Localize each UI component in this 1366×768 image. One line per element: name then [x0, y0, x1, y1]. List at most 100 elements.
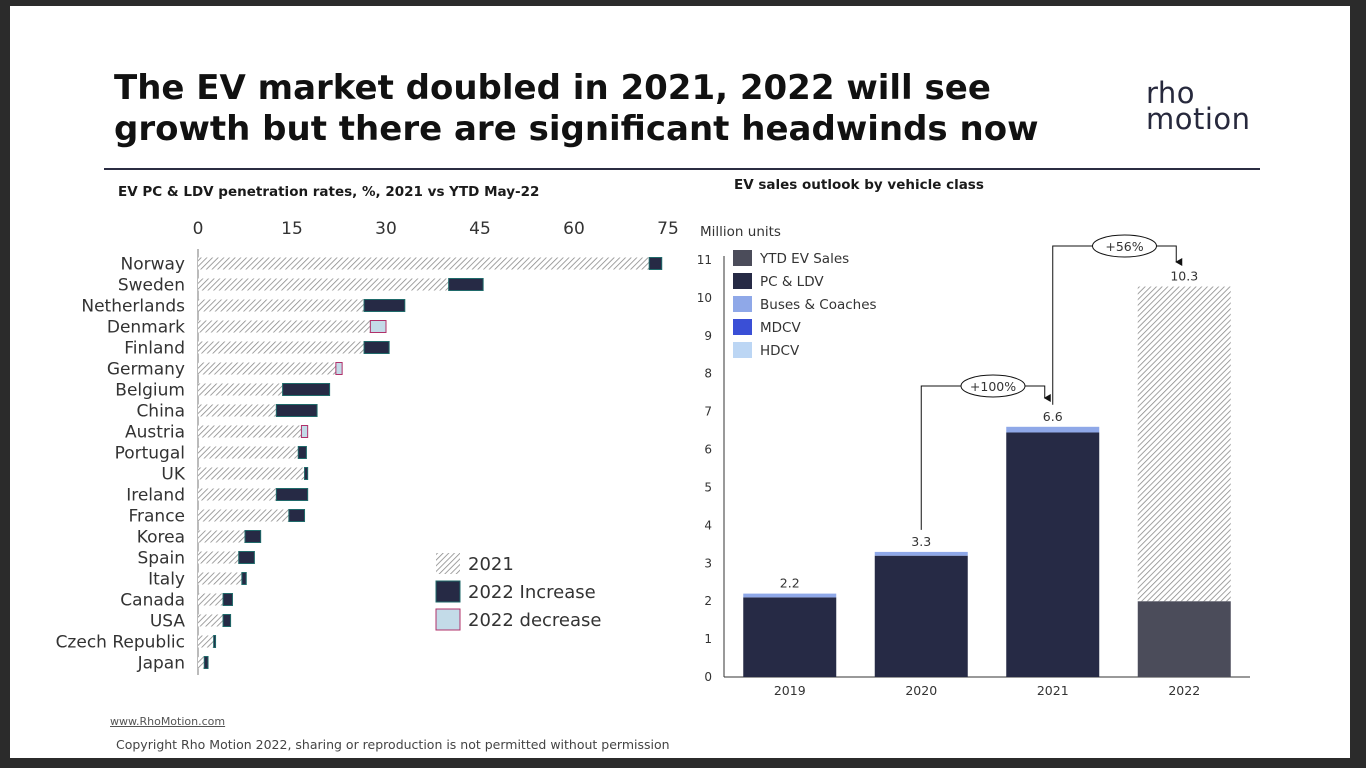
slide-title: The EV market doubled in 2021, 2022 will… — [114, 68, 1039, 149]
bar-segment-pc-ldv-2021 — [1006, 432, 1100, 677]
bar-2022-increase-spain — [238, 551, 255, 564]
bar-2021-czech-republic — [198, 635, 214, 648]
bar-2022-decrease-germany — [335, 362, 343, 375]
bar-2022-increase-netherlands — [363, 299, 406, 312]
bar-2022-increase-norway — [648, 257, 663, 270]
bar-2022-increase-usa — [222, 614, 232, 627]
bar-2021-finland — [198, 341, 365, 354]
bar-segment-buses-coaches-2020 — [874, 551, 968, 556]
total-label-2020: 3.3 — [911, 534, 931, 549]
total-label-2019: 2.2 — [780, 576, 800, 591]
bar-2021-ireland — [198, 488, 277, 501]
growth-bubble-100 — [960, 374, 1026, 398]
rho-motion-logo: rho motion — [1146, 79, 1251, 136]
bar-2022-increase-france — [288, 509, 306, 522]
category-label-canada: Canada — [120, 591, 185, 611]
x-tick-label-2022: 2022 — [1168, 683, 1200, 698]
growth-label-56: +56% — [1105, 239, 1143, 254]
category-label-uk: UK — [161, 465, 185, 485]
bar-2022-decrease-denmark — [369, 320, 387, 333]
legend-swatch-buses-coaches — [733, 296, 752, 312]
total-label-2021: 6.6 — [1043, 409, 1063, 424]
y-axis-title: Million units — [700, 224, 781, 240]
x-tick-label: 30 — [375, 219, 397, 239]
penetration-chart-title: EV PC & LDV penetration rates, %, 2021 v… — [118, 184, 540, 200]
bar-2022-increase-portugal — [297, 446, 307, 459]
bar-2022-increase-czech-republic — [213, 635, 217, 648]
legend-label-ytd-ev-sales: YTD EV Sales — [759, 251, 849, 267]
growth-label-100: +100% — [970, 379, 1016, 394]
bar-segment-ytd-ev-sales-2022 — [1137, 601, 1231, 677]
total-label-2022: 10.3 — [1170, 269, 1198, 284]
y-tick-label: 5 — [704, 480, 712, 494]
category-label-usa: USA — [150, 612, 186, 632]
footer-website-link[interactable]: www.RhoMotion.com — [110, 715, 226, 728]
category-label-netherlands: Netherlands — [81, 297, 185, 317]
x-tick-label-2019: 2019 — [774, 683, 806, 698]
bar-2021-portugal — [198, 446, 299, 459]
bar-2022-increase-china — [275, 404, 318, 417]
legend-swatch-hdcv — [733, 342, 752, 358]
legend-label-pc-ldv: PC & LDV — [760, 274, 824, 290]
category-label-czech-republic: Czech Republic — [56, 633, 185, 653]
x-tick-label: 60 — [563, 219, 585, 239]
y-tick-label: 4 — [704, 518, 712, 532]
bar-segment-pc-ldv-2019 — [743, 597, 837, 677]
legend-swatch-ytd-ev-sales — [733, 250, 752, 266]
bar-segment-outlook-2022 — [1137, 286, 1231, 602]
category-label-japan: Japan — [137, 654, 185, 674]
y-tick-label: 8 — [704, 367, 712, 381]
logo-line-2: motion — [1146, 102, 1251, 136]
bar-2022-increase-canada — [222, 593, 233, 606]
bar-2021-germany — [198, 362, 343, 375]
x-tick-label-2021: 2021 — [1037, 683, 1069, 698]
legend-swatch-2021 — [436, 553, 460, 574]
category-label-germany: Germany — [107, 360, 185, 380]
category-label-korea: Korea — [137, 528, 185, 548]
bar-2021-sweden — [198, 278, 449, 291]
footer-copyright: Copyright Rho Motion 2022, sharing or re… — [116, 737, 670, 752]
x-tick-label: 45 — [469, 219, 491, 239]
bar-2021-uk — [198, 467, 305, 480]
bar-2021-belgium — [198, 383, 283, 396]
y-tick-label: 11 — [697, 253, 712, 267]
legend-swatch-mdcv — [733, 319, 752, 335]
y-tick-label: 2 — [704, 594, 712, 608]
bar-segment-buses-coaches-2021 — [1006, 426, 1100, 433]
sales-outlook-chart: Million units 0 1 2 3 4 5 6 7 8 9 10 11 2.2 2019 3.3 202… — [697, 224, 1250, 698]
legend-label-mdcv: MDCV — [760, 320, 801, 336]
bar-2021-italy — [198, 572, 242, 585]
bar-2021-china — [198, 404, 277, 417]
category-label-finland: Finland — [124, 339, 185, 359]
x-tick-label: 0 — [193, 219, 204, 239]
y-tick-label: 1 — [704, 632, 712, 646]
x-tick-label-2020: 2020 — [905, 683, 937, 698]
category-label-austria: Austria — [125, 423, 185, 443]
bar-2021-canada — [198, 593, 224, 606]
category-label-sweden: Sweden — [118, 276, 185, 296]
legend-label-hdcv: HDCV — [760, 343, 800, 359]
category-label-france: France — [128, 507, 185, 527]
bar-2022-increase-uk — [304, 467, 309, 480]
bar-2021-norway — [198, 257, 650, 270]
legend-label-2021: 2021 — [468, 554, 514, 575]
bar-2021-france — [198, 509, 289, 522]
title-divider — [104, 168, 1260, 170]
category-label-ireland: Ireland — [126, 486, 185, 506]
bar-2021-usa — [198, 614, 224, 627]
category-label-portugal: Portugal — [115, 444, 185, 464]
bar-2021-japan — [198, 656, 205, 669]
category-label-denmark: Denmark — [107, 318, 185, 338]
x-tick-label: 75 — [657, 219, 679, 239]
category-label-spain: Spain — [138, 549, 186, 569]
y-tick-label: 6 — [704, 443, 712, 457]
y-tick-label: 7 — [704, 405, 712, 419]
bar-2021-korea — [198, 530, 245, 543]
legend-swatch-pc-ldv — [733, 273, 752, 289]
legend-label-buses-coaches: Buses & Coaches — [760, 297, 877, 313]
bar-2022-decrease-austria — [300, 425, 309, 438]
bar-2021-austria — [198, 425, 308, 438]
bar-2021-denmark — [198, 320, 386, 333]
bar-2022-increase-korea — [244, 530, 262, 543]
